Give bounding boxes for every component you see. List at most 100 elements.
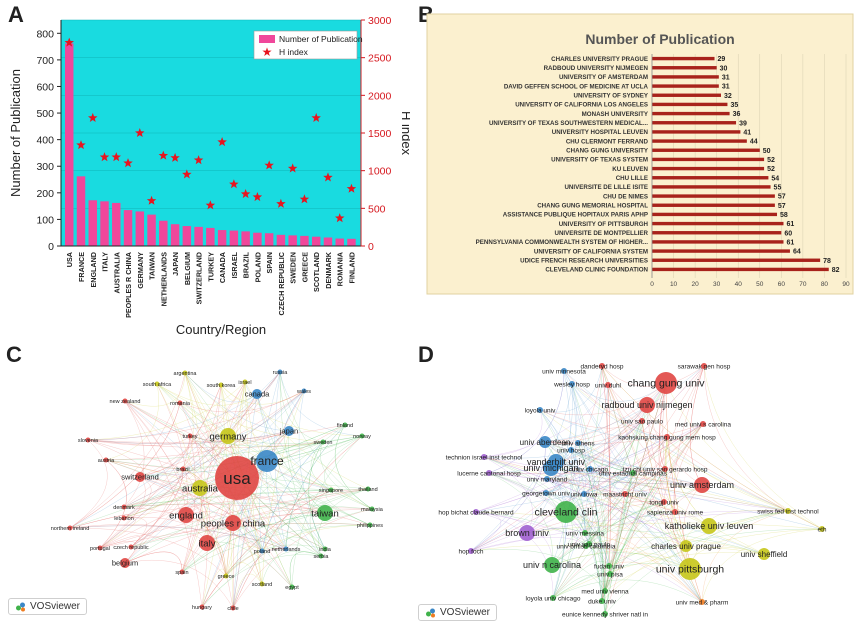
x-tick-label: DENMARK [324, 251, 333, 289]
network-link [475, 420, 643, 513]
x-tick-label-b: 30 [713, 281, 721, 288]
node-northern-ireland [67, 525, 73, 531]
network-link [179, 402, 202, 489]
network-link [483, 456, 586, 534]
network-link [139, 476, 287, 550]
network-link [181, 512, 326, 573]
network-link [87, 439, 184, 470]
node-philippines [367, 522, 373, 528]
institution-value-label: 57 [778, 203, 786, 210]
node-germany [220, 428, 236, 444]
network-link [87, 390, 305, 441]
network-link [334, 424, 373, 510]
node-label-finland: finland [337, 423, 353, 429]
x-tick-label: GERMANY [136, 252, 145, 289]
node-brazil [180, 466, 186, 472]
network-link [279, 371, 363, 437]
network-link [552, 510, 789, 599]
bar-poland [253, 232, 262, 246]
node-label-univ-michigan: univ michigan [523, 463, 578, 473]
network-link [184, 372, 208, 544]
institution-value-label: 39 [739, 120, 747, 127]
network-link [666, 436, 789, 512]
network-link [550, 467, 703, 603]
node-label-hungary: hungary [192, 605, 212, 611]
network-link [105, 435, 363, 461]
network-link [546, 478, 610, 567]
network-link [225, 524, 371, 577]
network-link [551, 552, 691, 570]
network-link [583, 493, 594, 547]
institution-bar [652, 130, 741, 134]
network-link [124, 393, 258, 564]
network-link [156, 383, 258, 406]
node-label-peoples-r-china: peoples r china [201, 518, 266, 529]
network-link [488, 472, 553, 566]
bar-greece [300, 235, 309, 246]
x-tick-label: BRAZIL [242, 251, 251, 278]
network-link [609, 525, 710, 575]
network-link [641, 420, 691, 570]
network-link [320, 441, 373, 510]
hindex-star-romania [335, 213, 345, 223]
node-south-korea [218, 382, 224, 388]
network-link [608, 484, 703, 567]
network-link [87, 439, 324, 449]
institution-label: UNIVERSITY OF AMSTERDAM [559, 74, 648, 81]
institution-bar [652, 157, 765, 162]
bar-italy [100, 201, 109, 246]
network-link [608, 423, 704, 567]
hindex-star-germany [135, 128, 145, 137]
node-label-turkey: turkey [183, 434, 198, 440]
bar-finland [347, 238, 356, 246]
institution-label: UNIVERSITY OF SYDNEY [574, 93, 649, 100]
network-link [584, 384, 609, 534]
institution-value-label: 32 [724, 93, 732, 100]
network-link [279, 371, 324, 443]
node-univ-sao-paulo [639, 418, 645, 424]
network-link [279, 371, 322, 557]
node-denmark [121, 504, 127, 510]
network-link [227, 435, 293, 588]
x-tick-label: JAPAN [171, 252, 180, 276]
vosviewer-label-c: VOSviewer [30, 601, 81, 612]
network-link [571, 383, 668, 438]
y2-tick-label: 1000 [368, 166, 392, 178]
network-link [658, 382, 667, 503]
network-link [182, 441, 324, 470]
node-switzerland [135, 472, 145, 482]
network-link [552, 423, 704, 599]
network-link [182, 372, 194, 470]
network-link [609, 528, 823, 575]
institution-bar [652, 75, 719, 79]
node-label-sapienza-univ-rome: sapienza univ rome [647, 509, 704, 516]
hindex-star-japan [170, 152, 180, 162]
network-link [189, 371, 281, 437]
network-link [545, 492, 765, 555]
network-link [571, 382, 667, 402]
node-sarawak-gen-hosp [701, 363, 707, 369]
network-link [546, 420, 643, 480]
institution-value-label: 50 [763, 148, 771, 155]
network-link [220, 381, 246, 401]
network-link [604, 420, 643, 615]
network-link [545, 492, 586, 534]
network-link [206, 541, 293, 588]
network-link [589, 468, 606, 592]
network-link [552, 468, 591, 599]
network-link [470, 511, 502, 552]
institution-label: CHU DE NIMES [603, 193, 648, 200]
hindex-star-switzerland [193, 155, 204, 165]
network-link [156, 383, 268, 462]
institution-value-label: 61 [786, 239, 794, 246]
network-link [206, 534, 287, 550]
node-slovenia [85, 437, 91, 443]
network-link [139, 430, 290, 478]
node-technion-israel-inst-technol [481, 454, 487, 460]
x-tick-label-b: 90 [842, 281, 850, 288]
network-link [185, 381, 246, 516]
x-tick-label: PEOPLES R CHINA [124, 252, 133, 318]
node-univ-sheffield [758, 548, 770, 560]
network-link [310, 441, 332, 491]
network-link [546, 449, 575, 480]
